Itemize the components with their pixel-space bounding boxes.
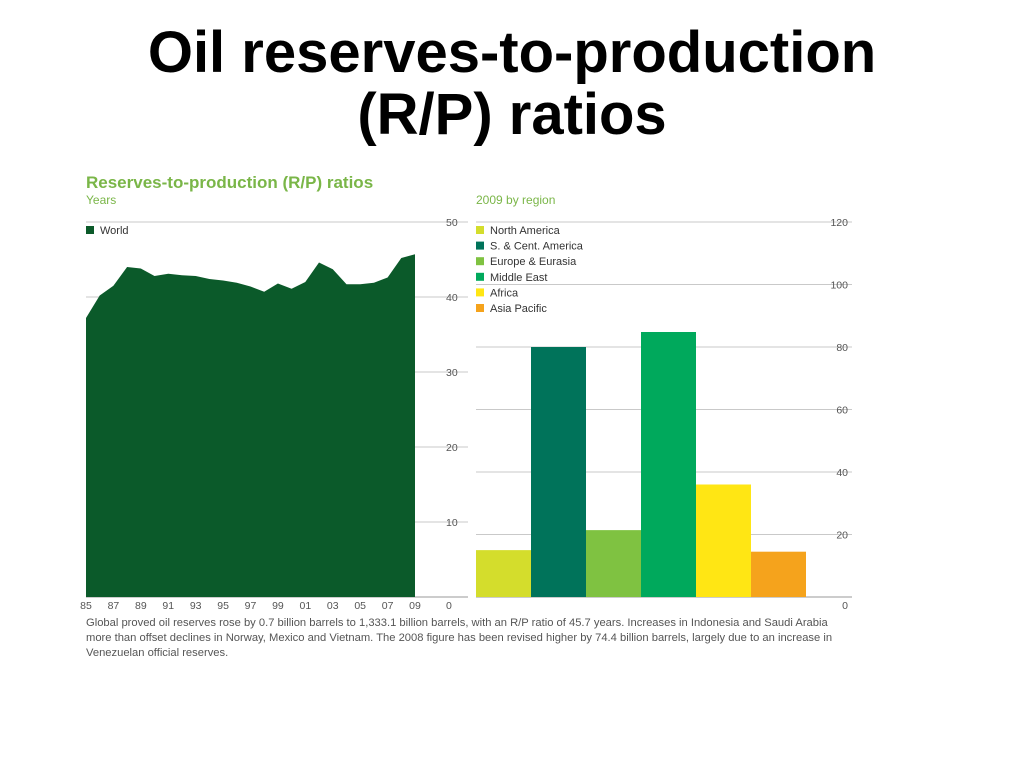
caption: Global proved oil reserves rose by 0.7 b… [86, 617, 833, 659]
slide-title-line-2: (R/P) ratios [357, 82, 667, 147]
legend-label-middle-east: Middle East [490, 272, 547, 284]
area-x-tick-label: 87 [108, 600, 120, 612]
area-y-tick-label: 10 [446, 517, 458, 529]
legend-label-asia-pacific: Asia Pacific [490, 303, 547, 315]
legend-label-africa: Africa [490, 287, 519, 299]
area-x-tick-label: 01 [299, 600, 311, 612]
area-x-tick-label: 05 [354, 600, 366, 612]
bar-s-cent-america [531, 347, 586, 597]
bar-y-tick-label: 120 [830, 217, 848, 229]
chart-title: Reserves-to-production (R/P) ratios [86, 173, 374, 192]
bar-asia-pacific [751, 551, 806, 597]
bar-y-tick-label: 100 [830, 280, 848, 292]
legend-swatch-north-america [476, 226, 484, 234]
bar-europe-eurasia [586, 530, 641, 597]
bar-africa [696, 484, 751, 597]
bar-y-tick-label: 80 [836, 342, 848, 354]
area-x-tick-label: 95 [217, 600, 229, 612]
legend-swatch-middle-east [476, 272, 484, 281]
legend-label-europe-eurasia: Europe & Eurasia [490, 256, 577, 268]
legend-swatch-asia-pacific [476, 304, 484, 312]
area-x-tick-label: 03 [327, 600, 339, 612]
area-x-tick-label: 89 [135, 600, 147, 612]
area-y-tick-label: 40 [446, 292, 458, 304]
bar-y-tick-label: 0 [842, 600, 848, 612]
legend-swatch-world [86, 226, 94, 234]
chart-subtitle: Years [86, 193, 117, 207]
slide-title-line-1: Oil reserves-to-production [147, 20, 877, 85]
legend-label-s-cent-america: S. & Cent. America [490, 241, 584, 253]
bar-y-tick-label: 40 [836, 467, 848, 479]
legend-label-north-america: North America [490, 225, 561, 237]
bar-y-tick-label: 60 [836, 405, 848, 417]
legend-swatch-europe-eurasia [476, 257, 484, 266]
slide-title: Oil reserves-to-production (R/P) ratios [0, 22, 1024, 146]
area-y-tick-label: 0 [446, 600, 452, 612]
bar-north-america [476, 550, 531, 597]
area-x-tick-label: 97 [245, 600, 257, 612]
area-x-tick-label: 91 [162, 600, 174, 612]
area-series-world [86, 254, 415, 598]
bar-y-tick-label: 20 [836, 530, 848, 542]
legend-label-world: World [100, 225, 129, 237]
area-y-tick-label: 50 [446, 217, 458, 229]
area-x-tick-label: 07 [382, 600, 394, 612]
area-x-tick-label: 09 [409, 600, 421, 612]
area-y-tick-label: 20 [446, 442, 458, 454]
bar-middle-east [641, 332, 696, 597]
area-x-tick-label: 93 [190, 600, 202, 612]
area-x-tick-label: 85 [80, 600, 92, 612]
region-subtitle: 2009 by region [476, 193, 556, 207]
legend-swatch-s-cent-america [476, 241, 484, 250]
area-x-tick-label: 99 [272, 600, 284, 612]
area-y-tick-label: 30 [446, 367, 458, 379]
legend-swatch-africa [476, 288, 484, 297]
